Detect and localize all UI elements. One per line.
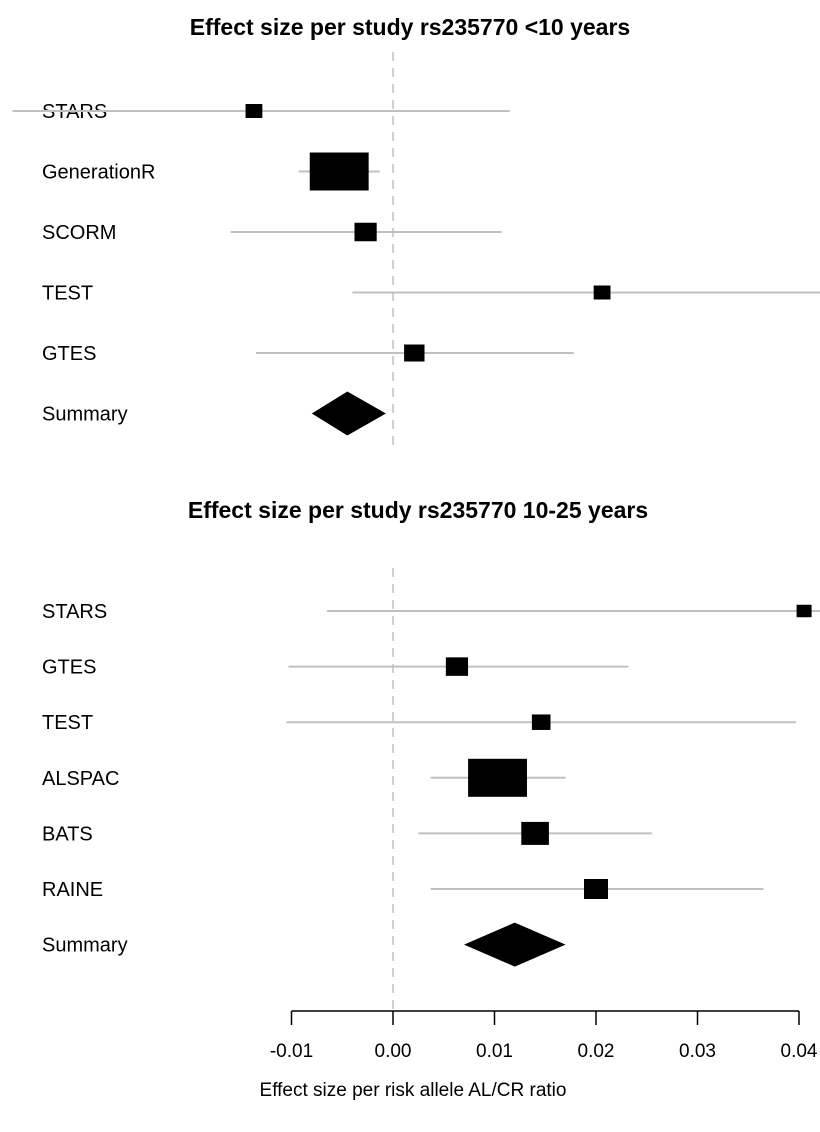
x-tick-label: -0.01 (270, 1041, 313, 1062)
estimate-marker (796, 604, 812, 618)
x-tick-label: 0.01 (476, 1041, 513, 1062)
study-label: GTES (42, 343, 96, 365)
estimate-marker (584, 879, 608, 899)
estimate-marker (404, 344, 425, 362)
study-label: GenerationR (42, 162, 155, 184)
panel-1-title: Effect size per study rs235770 <10 years (190, 14, 630, 40)
x-tick-label: 0.03 (679, 1041, 716, 1062)
estimate-marker (309, 152, 369, 191)
study-label: BATS (42, 823, 93, 845)
study-label: TEST (42, 283, 93, 305)
x-tick-label: 0.02 (578, 1041, 615, 1062)
study-label: GTES (42, 657, 96, 679)
study-label: SCORM (42, 222, 116, 244)
estimate-marker (531, 714, 551, 730)
study-label: ALSPAC (42, 768, 119, 790)
x-tick-label: 0.04 (781, 1041, 818, 1062)
x-axis-title: Effect size per risk allele AL/CR ratio (260, 1080, 567, 1101)
summary-label: Summary (42, 404, 128, 426)
estimate-marker (354, 222, 377, 242)
estimate-marker (521, 821, 549, 845)
summary-diamond (464, 922, 566, 967)
summary-label: Summary (42, 935, 128, 957)
x-tick-label: 0.00 (375, 1041, 412, 1062)
panel-2-title: Effect size per study rs235770 10-25 yea… (188, 497, 648, 523)
x-axis: -0.01 0.00 0.01 0.02 0.03 0.04 (270, 1010, 818, 1062)
estimate-marker (445, 657, 469, 676)
panel-2-forest: STARS GTES TEST ALSPAC BATS RAINE Summary (42, 568, 820, 1010)
summary-diamond (311, 391, 386, 436)
estimate-marker (245, 104, 263, 118)
study-label: TEST (42, 712, 93, 734)
study-label: RAINE (42, 879, 103, 901)
estimate-marker (593, 285, 611, 300)
study-label: STARS (42, 601, 107, 623)
estimate-marker (468, 758, 527, 797)
